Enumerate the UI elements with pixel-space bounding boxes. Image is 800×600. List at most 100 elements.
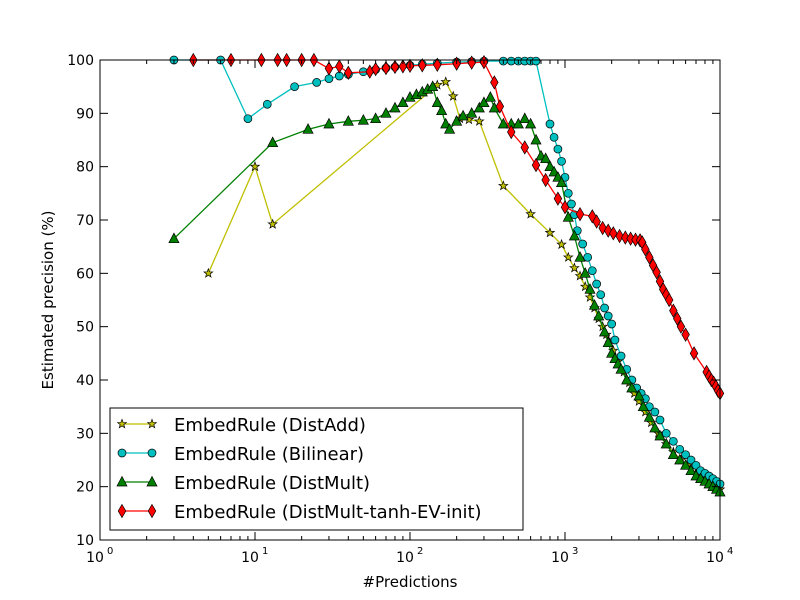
data-point-2-14 (427, 80, 439, 92)
legend-label-0: EmbedRule (DistAdd) (174, 415, 366, 436)
data-point-2-37 (555, 176, 568, 188)
data-point-2-29 (519, 112, 531, 124)
data-point-3-31 (592, 214, 601, 229)
data-point-3-8 (335, 59, 344, 74)
x-tick-label: 10 (706, 550, 724, 566)
data-point-1-25 (545, 119, 555, 129)
series-2 (168, 80, 726, 497)
data-point-1-42 (610, 335, 620, 345)
x-tick-label: 10 (86, 550, 104, 566)
data-point-2-28 (512, 117, 524, 129)
data-point-2-56 (649, 421, 661, 433)
data-point-2-39 (568, 229, 580, 241)
data-point-0-12 (556, 238, 567, 250)
data-point-2-40 (574, 251, 586, 262)
x-tick-exponent: 3 (572, 546, 578, 557)
data-point-3-36 (621, 230, 630, 245)
data-point-1-51 (655, 415, 665, 425)
data-point-3-23 (507, 124, 516, 140)
data-point-3-35 (615, 228, 624, 244)
legend-marker-2 (116, 475, 128, 487)
data-point-1-4 (290, 82, 299, 92)
data-point-3-50 (673, 311, 682, 326)
legend: EmbedRule (DistAdd) EmbedRule (Bilinear) E… (109, 407, 524, 531)
data-point-3-11 (371, 61, 380, 77)
legend-marker-2 (146, 475, 158, 487)
data-point-2-34 (544, 160, 556, 172)
data-point-1-26 (549, 132, 559, 142)
data-point-2-18 (443, 123, 456, 134)
data-point-3-48 (664, 292, 674, 308)
data-point-2-50 (615, 363, 627, 374)
data-point-2-24 (484, 91, 496, 102)
data-point-1-34 (578, 239, 588, 249)
legend-marker-1 (147, 448, 157, 458)
plot-area (168, 52, 726, 497)
data-point-2-21 (466, 107, 478, 118)
data-point-1-41 (607, 319, 617, 329)
data-point-3-9 (344, 65, 353, 80)
x-axis-label: #Predictions (363, 573, 458, 591)
data-point-1-3 (262, 99, 272, 109)
data-point-3-44 (652, 265, 661, 280)
data-point-0-5 (447, 90, 459, 101)
data-point-3-42 (645, 250, 654, 265)
data-point-0-2 (267, 218, 279, 229)
y-axis-label: Estimated precision (%) (39, 211, 57, 390)
y-tick-label: 30 (76, 426, 94, 442)
data-point-2-55 (643, 411, 655, 422)
data-point-0-14 (569, 262, 580, 273)
data-point-3-14 (398, 59, 408, 74)
data-point-2-58 (660, 437, 672, 449)
data-point-1-31 (567, 199, 576, 209)
series-layer (168, 52, 726, 497)
x-tick-label: 10 (551, 550, 569, 566)
data-point-3-51 (676, 319, 686, 334)
data-point-2-6 (370, 112, 382, 124)
data-point-3-37 (626, 231, 635, 246)
y-tick-label: 70 (76, 213, 94, 229)
data-point-3-34 (609, 226, 618, 241)
data-point-3-21 (490, 75, 499, 90)
data-point-3-32 (598, 220, 607, 236)
data-point-2-62 (685, 464, 697, 476)
data-point-1-50 (650, 407, 660, 417)
data-point-2-51 (621, 373, 633, 385)
data-point-0-11 (544, 227, 556, 238)
y-tick-label: 40 (76, 373, 94, 389)
data-point-2-7 (380, 107, 392, 118)
data-point-3-52 (681, 327, 690, 342)
y-tick-label: 50 (76, 320, 94, 336)
data-point-1-54 (675, 444, 685, 454)
data-point-1-55 (681, 450, 690, 460)
data-point-2-53 (633, 389, 645, 401)
data-point-2-57 (654, 429, 666, 441)
data-point-1-43 (616, 351, 626, 361)
data-point-2-19 (451, 115, 463, 126)
y-tick-label: 20 (76, 480, 94, 496)
data-point-2-0 (168, 232, 180, 244)
data-point-1-30 (563, 188, 573, 198)
data-point-3-29 (575, 206, 585, 222)
data-point-0-17 (584, 291, 596, 302)
data-point-2-2 (302, 123, 314, 134)
x-tick-exponent: 1 (262, 546, 268, 557)
data-point-0-8 (473, 115, 485, 126)
y-tick-label: 90 (76, 106, 94, 122)
data-point-1-27 (553, 144, 563, 154)
data-point-2-30 (525, 117, 537, 129)
data-point-2-52 (626, 381, 638, 393)
y-tick-label: 80 (76, 160, 94, 176)
data-point-2-46 (602, 336, 614, 348)
data-point-2-59 (667, 448, 679, 460)
data-point-3-53 (689, 346, 699, 361)
data-point-2-35 (548, 165, 560, 177)
data-point-2-38 (562, 211, 574, 222)
y-tick-label: 10 (76, 533, 94, 549)
y-tick-label: 60 (76, 266, 94, 282)
data-point-1-28 (557, 156, 566, 166)
data-point-1-5 (312, 78, 322, 87)
data-point-3-7 (324, 61, 334, 76)
data-point-1-37 (592, 279, 601, 289)
